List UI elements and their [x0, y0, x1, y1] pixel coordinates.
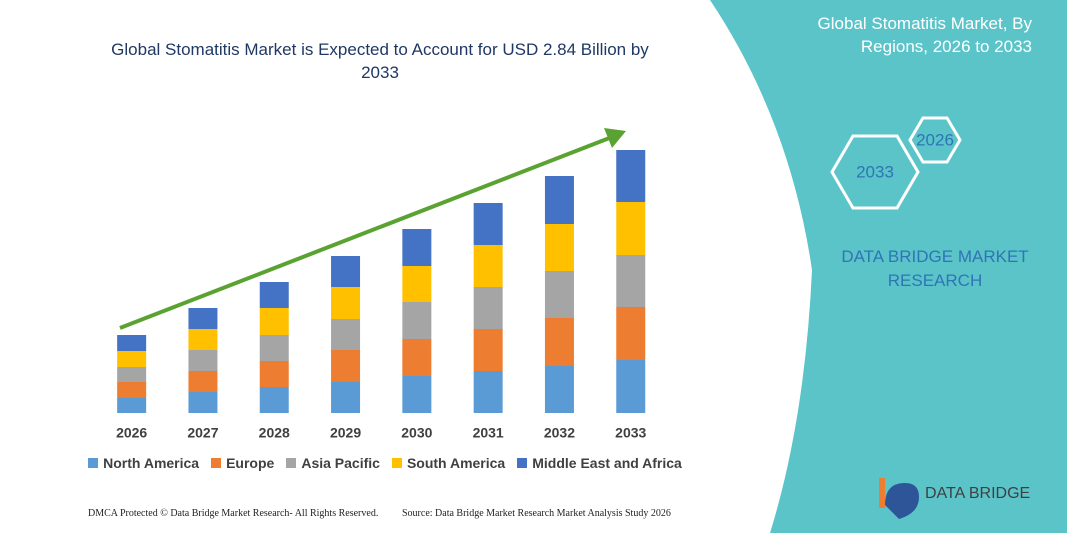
bar-segment [117, 398, 147, 413]
legend-label: Asia Pacific [301, 455, 380, 471]
bar-segment [259, 387, 289, 413]
x-tick-label: 2027 [187, 425, 218, 441]
bar-segment [188, 350, 218, 371]
bar-segment [544, 366, 574, 413]
bar-segment [473, 329, 503, 371]
hexagon [908, 116, 962, 164]
bar-segment [188, 329, 218, 350]
legend-label: Europe [226, 455, 275, 471]
x-tick-label: 2030 [401, 425, 432, 441]
x-tick-label: 2031 [473, 425, 504, 441]
legend-label: South America [406, 455, 506, 471]
legend-swatch [211, 458, 222, 468]
bar-segment [188, 392, 218, 413]
hexagon-label: 2033 [856, 162, 894, 181]
bar-segment [331, 256, 361, 287]
bar-segment [259, 335, 289, 361]
side-panel [710, 0, 1067, 533]
bar-segment [473, 287, 503, 329]
legend: North America Europe Asia Pacific South Ame… [60, 455, 710, 471]
bar-segment [331, 319, 361, 350]
hexagon [830, 134, 920, 210]
bar-segment [473, 371, 503, 413]
legend-swatch [88, 458, 99, 468]
footer-left: DMCA Protected © Data Bridge Market Rese… [88, 508, 379, 519]
logo-icon [885, 483, 919, 519]
x-tick-label: 2026 [116, 425, 147, 441]
trend-arrow [119, 135, 613, 330]
bar-segment [117, 335, 147, 351]
bar-segment [616, 360, 646, 413]
legend-item: Europe [211, 455, 274, 471]
arrow-head [604, 128, 626, 148]
x-tick-label: 2029 [330, 425, 361, 441]
bar-segment [616, 202, 646, 255]
bar-segment [402, 302, 432, 339]
footer-right: Source: Data Bridge Market Research Mark… [402, 508, 671, 519]
bars: 2026 2027 2028 2029 2030 2031 2032 2033 [116, 150, 647, 441]
bar-segment [259, 282, 289, 308]
legend-item: South America [391, 455, 506, 471]
bar-segment [331, 350, 361, 382]
bar-segment [331, 382, 361, 413]
legend-item: Middle East and Africa [517, 455, 682, 471]
hexagon-label: 2026 [916, 130, 954, 149]
panel-title: Global Stomatitis Market, By Regions, 20… [817, 14, 1032, 56]
legend-item: North America [88, 455, 199, 471]
bar-segment [117, 382, 147, 398]
bar-segment [402, 229, 432, 266]
bar-segment [188, 371, 218, 392]
bar-segment [402, 339, 432, 376]
bar-segment [402, 376, 432, 413]
legend-swatch [391, 458, 402, 468]
bar-segment [259, 308, 289, 335]
bar-segment [544, 224, 574, 271]
x-tick-label: 2032 [544, 425, 575, 441]
legend-label: North America [103, 455, 200, 471]
logo-icon [879, 478, 885, 508]
bar-segment [331, 287, 361, 319]
bar-segment [616, 307, 646, 360]
legend-swatch [286, 458, 297, 468]
bar-segment [616, 255, 646, 307]
bar-segment [544, 318, 574, 366]
bar-segment [117, 367, 147, 382]
logo: DATA BRIDGE [925, 485, 1031, 502]
bar-segment [188, 308, 218, 329]
bar-segment [117, 351, 147, 367]
bar-segment [544, 176, 574, 224]
bar-segment [544, 271, 574, 318]
bar-segment [259, 361, 289, 387]
bar-segment [616, 150, 646, 202]
bar-segment [473, 245, 503, 287]
brand: DATA BRIDGE MARKET RESEARCH [841, 247, 1029, 290]
legend-item: Asia Pacific [286, 455, 380, 471]
bar-segment [402, 266, 432, 302]
x-tick-label: 2033 [615, 425, 646, 441]
bar-segment [473, 203, 503, 245]
legend-label: Middle East and Africa [532, 455, 682, 471]
x-tick-label: 2028 [259, 425, 290, 441]
legend-swatch [517, 458, 528, 468]
chart-title: Global Stomatitis Market is Expected to … [111, 40, 649, 82]
